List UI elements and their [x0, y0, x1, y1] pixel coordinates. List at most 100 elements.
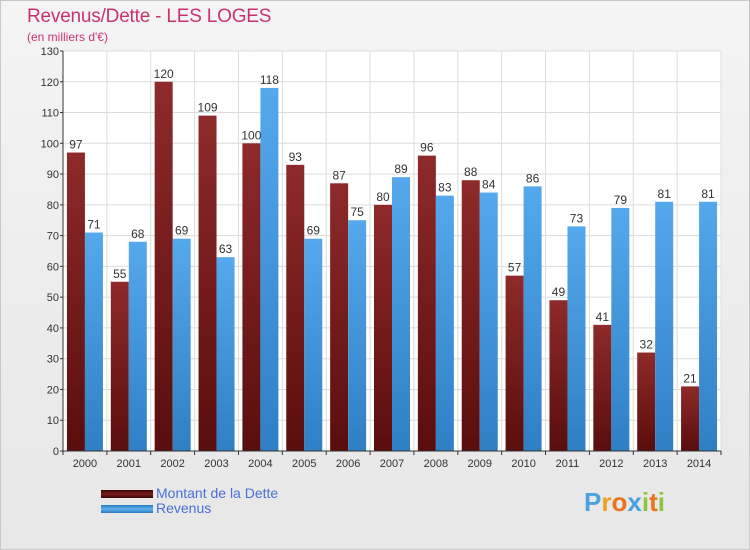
x-tick-label: 2003	[204, 458, 228, 470]
axes: 0 10 20 30 40 50 60 70 80 90 100 110 120 130 2000 2001 2…	[41, 46, 722, 470]
data-label: 80	[376, 190, 390, 204]
data-label: 68	[131, 227, 145, 241]
x-tick-label: 2002	[160, 458, 184, 470]
data-label: 100	[241, 128, 261, 142]
y-tick-label: 20	[47, 384, 59, 396]
bar-revenus	[655, 201, 674, 451]
data-label: 55	[113, 267, 127, 281]
bar-revenus	[216, 257, 235, 451]
bar-revenus	[611, 207, 630, 451]
bar-revenus	[128, 241, 147, 451]
data-label: 69	[307, 224, 321, 238]
y-tick-label: 40	[47, 323, 59, 335]
data-label: 75	[350, 205, 364, 219]
data-labels: 97 71 55 68 120 69 109 63 100 118 93 69 87 75 80 89 96 83…	[69, 67, 715, 386]
data-label: 120	[154, 67, 174, 81]
data-label: 21	[683, 371, 697, 385]
y-tick-label: 10	[47, 415, 59, 427]
bar-revenus	[304, 238, 323, 451]
x-tick-label: 2004	[248, 458, 272, 470]
y-tick-label: 60	[47, 261, 59, 273]
data-label: 69	[175, 224, 189, 238]
y-tick-label: 120	[41, 77, 59, 89]
chart-title: Revenus/Dette - LES LOGES	[27, 6, 272, 27]
y-tick-label: 50	[47, 292, 59, 304]
y-tick-label: 70	[47, 231, 59, 243]
legend-swatch-debt	[101, 490, 153, 498]
x-tick-label: 2006	[336, 458, 360, 470]
data-label: 81	[701, 187, 715, 201]
x-tick-label: 2008	[424, 458, 448, 470]
bar-debt	[593, 324, 612, 451]
data-label: 109	[198, 101, 218, 115]
x-tick-label: 2001	[117, 458, 141, 470]
y-tick-label: 100	[41, 138, 59, 150]
data-label: 49	[552, 285, 566, 299]
logo-letter: i	[657, 487, 665, 517]
x-tick-label: 2009	[467, 458, 491, 470]
y-tick-label: 90	[47, 169, 59, 181]
logo-letter: o	[611, 487, 628, 517]
bar-debt	[154, 81, 173, 452]
data-label: 71	[87, 218, 101, 232]
x-tick-label: 2011	[556, 458, 580, 470]
y-tick-label: 30	[47, 354, 59, 366]
data-label: 79	[614, 193, 628, 207]
data-label: 83	[438, 181, 452, 195]
bar-debt	[66, 152, 85, 452]
data-label: 86	[526, 171, 540, 185]
bar-debt	[549, 300, 568, 451]
proxiti-logo: Proxiti	[584, 487, 665, 518]
data-label: 87	[332, 168, 346, 182]
bar-debt	[505, 275, 524, 451]
legend-label-debt: Montant de la Dette	[156, 485, 279, 501]
data-label: 118	[260, 73, 279, 87]
bar-revenus	[479, 192, 498, 452]
x-tick-label: 2013	[643, 458, 667, 470]
bar-debt	[417, 155, 436, 451]
y-tick-label: 110	[41, 108, 59, 120]
y-tick-label: 130	[41, 46, 59, 58]
y-tick-label: 0	[53, 446, 59, 458]
x-tick-label: 2010	[511, 458, 535, 470]
bars	[66, 81, 718, 452]
bar-revenus	[392, 177, 410, 451]
logo-letter: t	[649, 487, 658, 517]
bar-revenus	[172, 238, 191, 451]
legend-label-revenus: Revenus	[156, 500, 212, 516]
bar-revenus	[260, 87, 279, 451]
bar-debt	[198, 115, 217, 451]
x-tick-label: 2014	[687, 458, 711, 470]
bar-revenus	[348, 220, 367, 451]
logo-letter: x	[627, 487, 642, 517]
bar-revenus	[567, 226, 586, 451]
bar-debt	[681, 386, 700, 451]
x-tick-label: 2000	[73, 458, 97, 470]
logo-letter: r	[601, 487, 612, 517]
logo-letter: P	[584, 487, 602, 517]
data-label: 63	[219, 242, 233, 256]
data-label: 84	[482, 178, 496, 192]
bar-revenus	[699, 201, 718, 451]
data-label: 97	[69, 138, 83, 152]
data-label: 88	[464, 165, 478, 179]
x-tick-label: 2005	[292, 458, 316, 470]
bar-debt	[330, 183, 349, 452]
bar-debt	[286, 164, 305, 451]
data-label: 73	[570, 211, 584, 225]
data-label: 57	[508, 261, 522, 275]
bar-debt	[110, 281, 129, 451]
legend-swatch-revenus	[101, 505, 153, 513]
y-tick-label: 80	[47, 200, 59, 212]
bar-revenus	[435, 195, 454, 451]
chart-subtitle: (en milliers d'€)	[27, 30, 108, 44]
x-tick-label: 2007	[380, 458, 404, 470]
bar-revenus	[84, 232, 103, 451]
bar-revenus	[523, 186, 542, 451]
bar-debt	[242, 143, 261, 452]
logo-letter: i	[641, 487, 650, 517]
x-tick-label: 2012	[599, 458, 623, 470]
data-label: 96	[420, 141, 434, 155]
